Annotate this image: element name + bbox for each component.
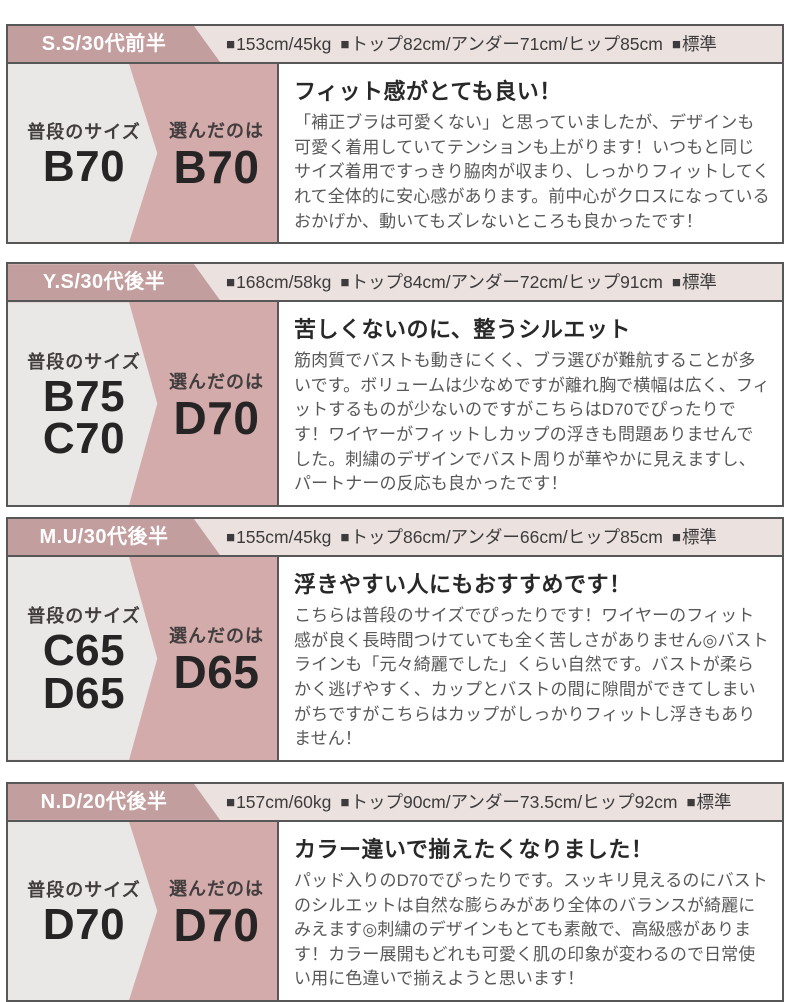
usual-size-block: 普段のサイズ B75 C70 [8,347,160,463]
size-arrow-shape [8,302,158,506]
person-id: M.U/30代後半 [39,526,169,549]
person-badge [8,26,220,62]
review-body: 筋肉質でバストも動きにくく、ブラ選びが難航することが多いです。ボリュームは少なめ… [294,351,770,494]
card-content: 普段のサイズ C65 D65 選んだのは D65 浮きやすい人にもおすすめです！… [8,557,782,760]
header-bar: N.D/20代後半 ■157cm/60kg ■トップ90cm/アンダー73.5cm… [8,783,782,822]
size-comparison-panel: 普段のサイズ D70 選んだのは D70 [8,821,279,1001]
stat-figure: 標準 [681,527,717,548]
stat-figure: 標準 [696,791,732,812]
stat-figure: 標準 [681,272,717,293]
review-card: N.D/20代後半 ■157cm/60kg ■トップ90cm/アンダー73.5cm… [6,781,784,1002]
square-bullet-icon: ■ [226,793,236,811]
review-body: 「補正ブラは可愛くない」と思っていましたが、デザインも可愛く着用していてテンショ… [294,113,770,231]
person-id: Y.S/30代後半 [42,271,166,294]
size-arrow-shape [8,64,158,243]
person-badge [8,519,220,556]
card-content: 普段のサイズ B70 選んだのは B70 フィット感がとても良い！ 「補正ブラは… [8,64,782,243]
square-bullet-icon: ■ [340,36,350,53]
review-title: 苦しくないのに、整うシルエット [294,317,631,343]
square-bullet-icon: ■ [340,793,350,811]
usual-size-value: B70 [42,141,126,191]
chosen-size-label: 選んだのは [169,121,264,142]
review-title: フィット感がとても良い！ [294,79,562,104]
chosen-size-block: 選んだのは D70 [162,368,271,444]
person-badge [8,783,220,820]
usual-size-value: D65 [42,668,126,718]
review-body: パッド入りのD70でぴったりです。スッキリ見えるのにバストのシルエットは自然な膨… [294,870,768,989]
stats-line: ■155cm/45kg ■トップ86cm/アンダー66cm/ヒップ85cm ■標準 [226,519,778,555]
chosen-size-label: 選んだのは [169,626,264,647]
review-body: こちらは普段のサイズでぴったりです！ワイヤーのフィット感が良く長時間つけていても… [294,606,769,749]
stat-height-weight: 155cm/45kg [236,527,332,548]
square-bullet-icon: ■ [226,36,236,53]
chosen-size-block: 選んだのは D65 [162,622,271,699]
card-content: 普段のサイズ B75 C70 選んだのは D70 苦しくないのに、整うシルエット… [8,302,782,506]
size-arrow-shape [8,557,158,760]
square-bullet-icon: ■ [340,274,350,292]
header-bar: S.S/30代前半 ■153cm/45kg ■トップ82cm/アンダー71cm/ヒ… [8,26,782,64]
person-badge [8,264,220,301]
review-title: カラー違いで揃えたくなりました！ [294,836,654,862]
review-text-area: カラー違いで揃えたくなりました！ パッド入りのD70でぴったりです。スッキリ見え… [279,821,782,1001]
stat-measurements: トップ82cm/アンダー71cm/ヒップ85cm [350,34,663,54]
square-bullet-icon: ■ [686,793,696,811]
usual-size-block: 普段のサイズ C65 D65 [8,602,160,718]
usual-size-label: 普段のサイズ [27,351,141,372]
square-bullet-icon: ■ [671,36,681,53]
chosen-size-block: 選んだのは D70 [162,875,271,951]
stat-measurements: トップ84cm/アンダー72cm/ヒップ91cm [350,272,663,293]
header-bar: M.U/30代後半 ■155cm/45kg ■トップ86cm/アンダー66cm/ヒ… [8,519,782,558]
usual-size-value: C70 [42,413,126,463]
review-card: S.S/30代前半 ■153cm/45kg ■トップ82cm/アンダー71cm/ヒ… [6,24,784,245]
person-id: S.S/30代前半 [41,33,167,55]
stat-height-weight: 157cm/60kg [236,791,332,812]
size-comparison-panel: 普段のサイズ C65 D65 選んだのは D65 [8,557,279,760]
usual-size-value: B75 [42,371,126,421]
chosen-size-block: 選んだのは B70 [162,117,271,194]
review-text-area: 苦しくないのに、整うシルエット 筋肉質でバストも動きにくく、ブラ選びが難航するこ… [279,302,782,506]
stats-line: ■168cm/58kg ■トップ84cm/アンダー72cm/ヒップ91cm ■標準 [226,264,778,300]
chosen-size-value: D70 [173,898,260,951]
square-bullet-icon: ■ [671,529,681,547]
person-id: N.D/20代後半 [40,790,168,813]
chosen-size-label: 選んだのは [169,878,264,899]
review-card: Y.S/30代後半 ■168cm/58kg ■トップ84cm/アンダー72cm/ヒ… [6,262,784,508]
size-comparison-panel: 普段のサイズ B70 選んだのは B70 [8,64,279,243]
usual-size-block: 普段のサイズ D70 [8,876,160,949]
stats-line: ■153cm/45kg ■トップ82cm/アンダー71cm/ヒップ85cm ■標準 [226,26,778,62]
stat-measurements: トップ90cm/アンダー73.5cm/ヒップ92cm [350,791,678,812]
square-bullet-icon: ■ [340,529,350,547]
square-bullet-icon: ■ [226,274,236,292]
card-content: 普段のサイズ D70 選んだのは D70 カラー違いで揃えたくなりました！ パッ… [8,821,782,1001]
chosen-size-value: D65 [173,646,260,699]
stat-figure: 標準 [681,34,717,54]
usual-size-block: 普段のサイズ B70 [8,118,160,191]
square-bullet-icon: ■ [671,274,681,292]
review-text-area: フィット感がとても良い！ 「補正ブラは可愛くない」と思っていましたが、デザインも… [279,64,782,243]
chosen-size-value: B70 [173,141,260,194]
header-bar: Y.S/30代後半 ■168cm/58kg ■トップ84cm/アンダー72cm/ヒ… [8,264,782,303]
chosen-size-value: D70 [173,391,260,444]
size-comparison-panel: 普段のサイズ B75 C70 選んだのは D70 [8,302,279,506]
usual-size-value: C65 [42,626,126,676]
chosen-size-label: 選んだのは [169,371,264,392]
square-bullet-icon: ■ [226,529,236,547]
stat-height-weight: 168cm/58kg [236,272,332,293]
review-title: 浮きやすい人にもおすすめです！ [294,572,632,598]
usual-size-value: D70 [42,899,126,949]
usual-size-label: 普段のサイズ [27,879,141,900]
stats-line: ■157cm/60kg ■トップ90cm/アンダー73.5cm/ヒップ92cm ■標… [226,784,778,820]
usual-size-label: 普段のサイズ [27,121,141,142]
usual-size-label: 普段のサイズ [27,606,141,627]
stat-height-weight: 153cm/45kg [236,34,332,54]
stat-measurements: トップ86cm/アンダー66cm/ヒップ85cm [350,527,663,548]
review-text-area: 浮きやすい人にもおすすめです！ こちらは普段のサイズでぴったりです！ワイヤーのフ… [279,557,782,760]
review-card: M.U/30代後半 ■155cm/45kg ■トップ86cm/アンダー66cm/ヒ… [6,517,784,762]
